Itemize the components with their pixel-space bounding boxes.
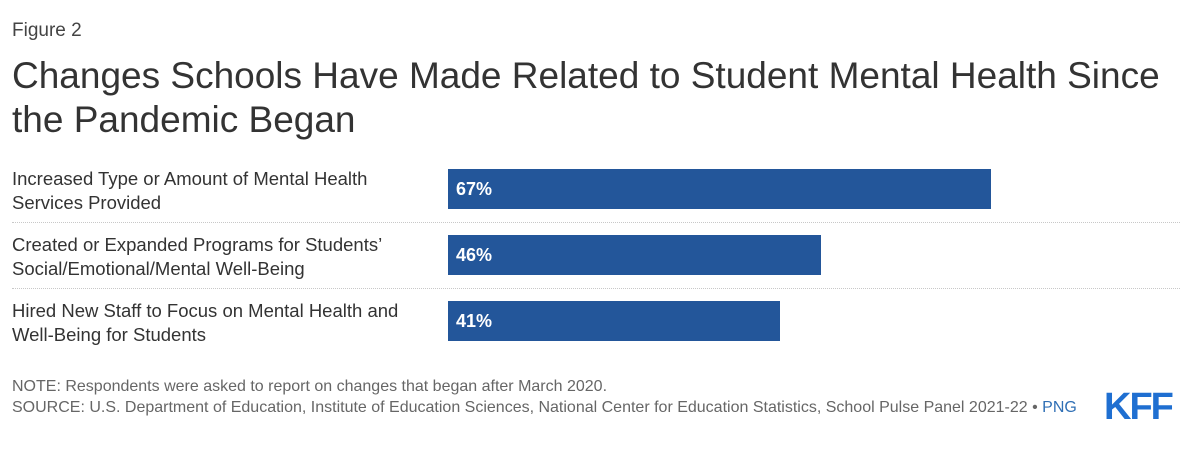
row-divider (12, 222, 1180, 223)
separator: • (1027, 399, 1043, 416)
bar-value-label: 67% (456, 179, 493, 199)
category-label: Hired New Staff to Focus on Mental Healt… (12, 299, 442, 347)
note-text: NOTE: Respondents were asked to report o… (12, 378, 608, 395)
bar-chart: Increased Type or Amount of Mental Healt… (0, 160, 1200, 360)
row-divider (12, 288, 1180, 289)
bar (448, 301, 780, 341)
category-label: Increased Type or Amount of Mental Healt… (12, 167, 442, 215)
chart-footer: NOTE: Respondents were asked to report o… (12, 376, 1092, 418)
kff-logo[interactable]: KFF (1104, 386, 1174, 428)
source-text: SOURCE: U.S. Department of Education, In… (12, 399, 1028, 416)
category-label-line: Services Provided (12, 192, 162, 213)
category-label-line: Increased Type or Amount of Mental Healt… (12, 168, 368, 189)
bar (448, 169, 991, 209)
chart-title: Changes Schools Have Made Related to Stu… (12, 55, 1160, 140)
category-label-line: Hired New Staff to Focus on Mental Healt… (12, 300, 399, 321)
chart-row: Created or Expanded Programs for Student… (0, 226, 1180, 292)
category-label-line: Social/Emotional/Mental Well-Being (12, 258, 305, 279)
source-line: SOURCE: U.S. Department of Education, In… (12, 397, 1092, 418)
chart-row: Hired New Staff to Focus on Mental Healt… (0, 292, 1180, 358)
category-label-line: Created or Expanded Programs for Student… (12, 234, 383, 255)
chart-row: Increased Type or Amount of Mental Healt… (0, 160, 1180, 226)
bar-value-label: 41% (456, 311, 493, 331)
category-label-line: Well-Being for Students (12, 324, 207, 345)
png-link[interactable]: PNG (1042, 399, 1077, 416)
bar (448, 235, 821, 275)
figure-label: Figure 2 (12, 20, 82, 41)
bar-value-label: 46% (456, 245, 493, 265)
category-label: Created or Expanded Programs for Student… (12, 233, 442, 281)
